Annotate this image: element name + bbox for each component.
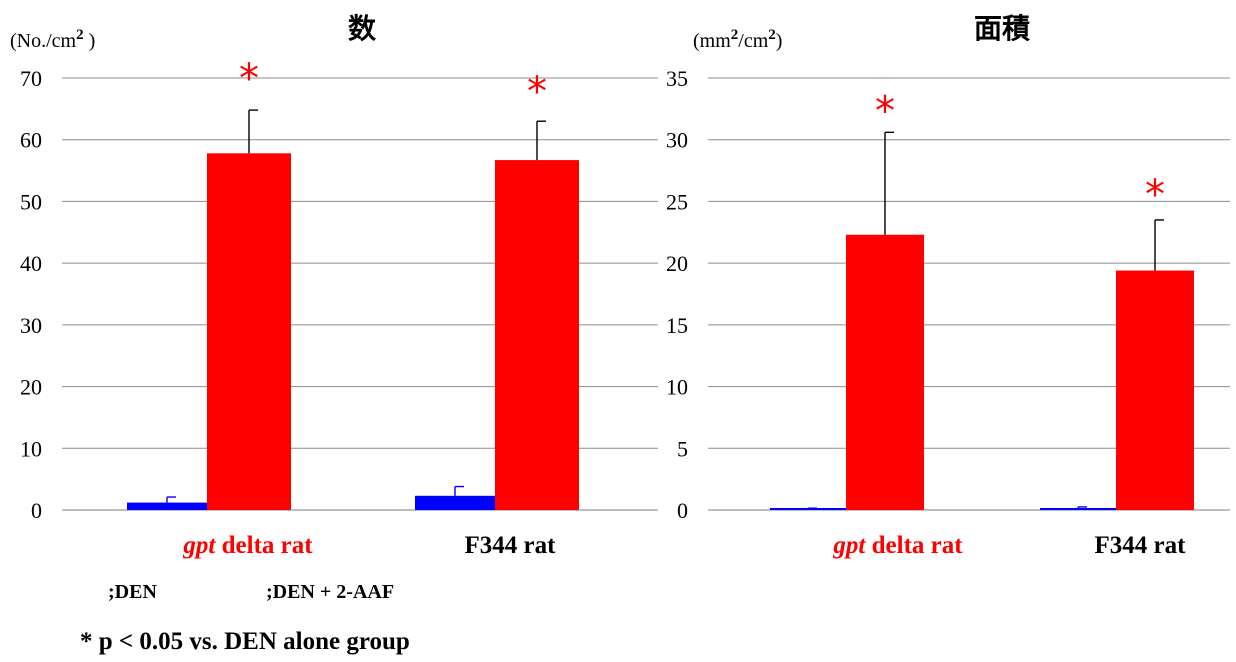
y-tick-label: 50 <box>20 189 42 214</box>
y-tick-label: 35 <box>666 66 688 91</box>
y-tick-label: 5 <box>677 436 688 461</box>
y-tick-label: 0 <box>677 498 688 523</box>
chart-title: 面積 <box>974 12 1030 45</box>
x-category-label: F344 rat <box>1095 532 1187 559</box>
legend-label: ;DEN + 2-AAF <box>266 581 394 603</box>
category-text: delta rat <box>865 532 963 559</box>
bar-den-2aaf <box>1116 270 1194 510</box>
category-italic: gpt <box>182 532 216 559</box>
chart-1: 0 10 20 30 40 50 60 70 * * gpt delta rat F344 rat 数 (… <box>10 12 658 559</box>
bar-den-2aaf <box>846 234 924 511</box>
y-tick-label: 60 <box>20 128 42 153</box>
chart-title: 数 <box>348 12 377 45</box>
y-tick-label: 70 <box>20 66 42 91</box>
unit-middle: /cm <box>738 30 768 52</box>
y-tick-label: 0 <box>31 498 42 523</box>
bar-den <box>127 502 207 510</box>
category-italic: gpt <box>832 532 866 559</box>
category-text: delta rat <box>215 532 313 559</box>
x-category-label: gpt delta rat <box>182 532 313 559</box>
y-tick-label: 20 <box>666 251 688 276</box>
y-tick-label: 30 <box>20 313 42 338</box>
bar-den-2aaf <box>207 153 291 510</box>
footnote: * p < 0.05 vs. DEN alone group <box>80 628 410 655</box>
y-tick-label: 15 <box>666 313 688 338</box>
unit-superscript: 2 <box>731 27 739 43</box>
legend-label: ;DEN <box>108 581 157 603</box>
y-tick-label: 20 <box>20 375 42 400</box>
y-tick-label: 10 <box>20 436 42 461</box>
y-tick-label: 10 <box>666 375 688 400</box>
x-category-label: F344 rat <box>465 532 557 559</box>
bar-den <box>1040 508 1116 510</box>
unit-tail: ) <box>84 30 96 52</box>
y-unit-label: (No./cm2 ) <box>10 27 95 52</box>
unit-base: (No./cm <box>10 30 77 52</box>
category-text: F344 rat <box>465 532 557 559</box>
chart-2: 0 5 10 15 20 25 30 35 * * gpt delta rat F344 rat 面積 (… <box>666 12 1230 559</box>
y-tick-label: 30 <box>666 128 688 153</box>
unit-base: (mm <box>693 30 731 52</box>
y-tick-label: 40 <box>20 251 42 276</box>
unit-tail: ) <box>776 30 783 52</box>
y-tick-label: 25 <box>666 189 688 214</box>
bar-den-2aaf <box>495 160 579 510</box>
category-text: F344 rat <box>1095 532 1187 559</box>
unit-superscript: 2 <box>76 27 84 43</box>
significance-star: * <box>875 88 895 134</box>
bar-den <box>415 495 495 510</box>
y-unit-label: (mm2/cm2) <box>693 27 782 52</box>
x-category-label: gpt delta rat <box>832 532 963 559</box>
significance-star: * <box>1145 172 1165 218</box>
bar-den <box>770 508 846 510</box>
unit-superscript: 2 <box>768 27 776 43</box>
significance-star: * <box>239 56 259 102</box>
significance-star: * <box>527 69 547 115</box>
